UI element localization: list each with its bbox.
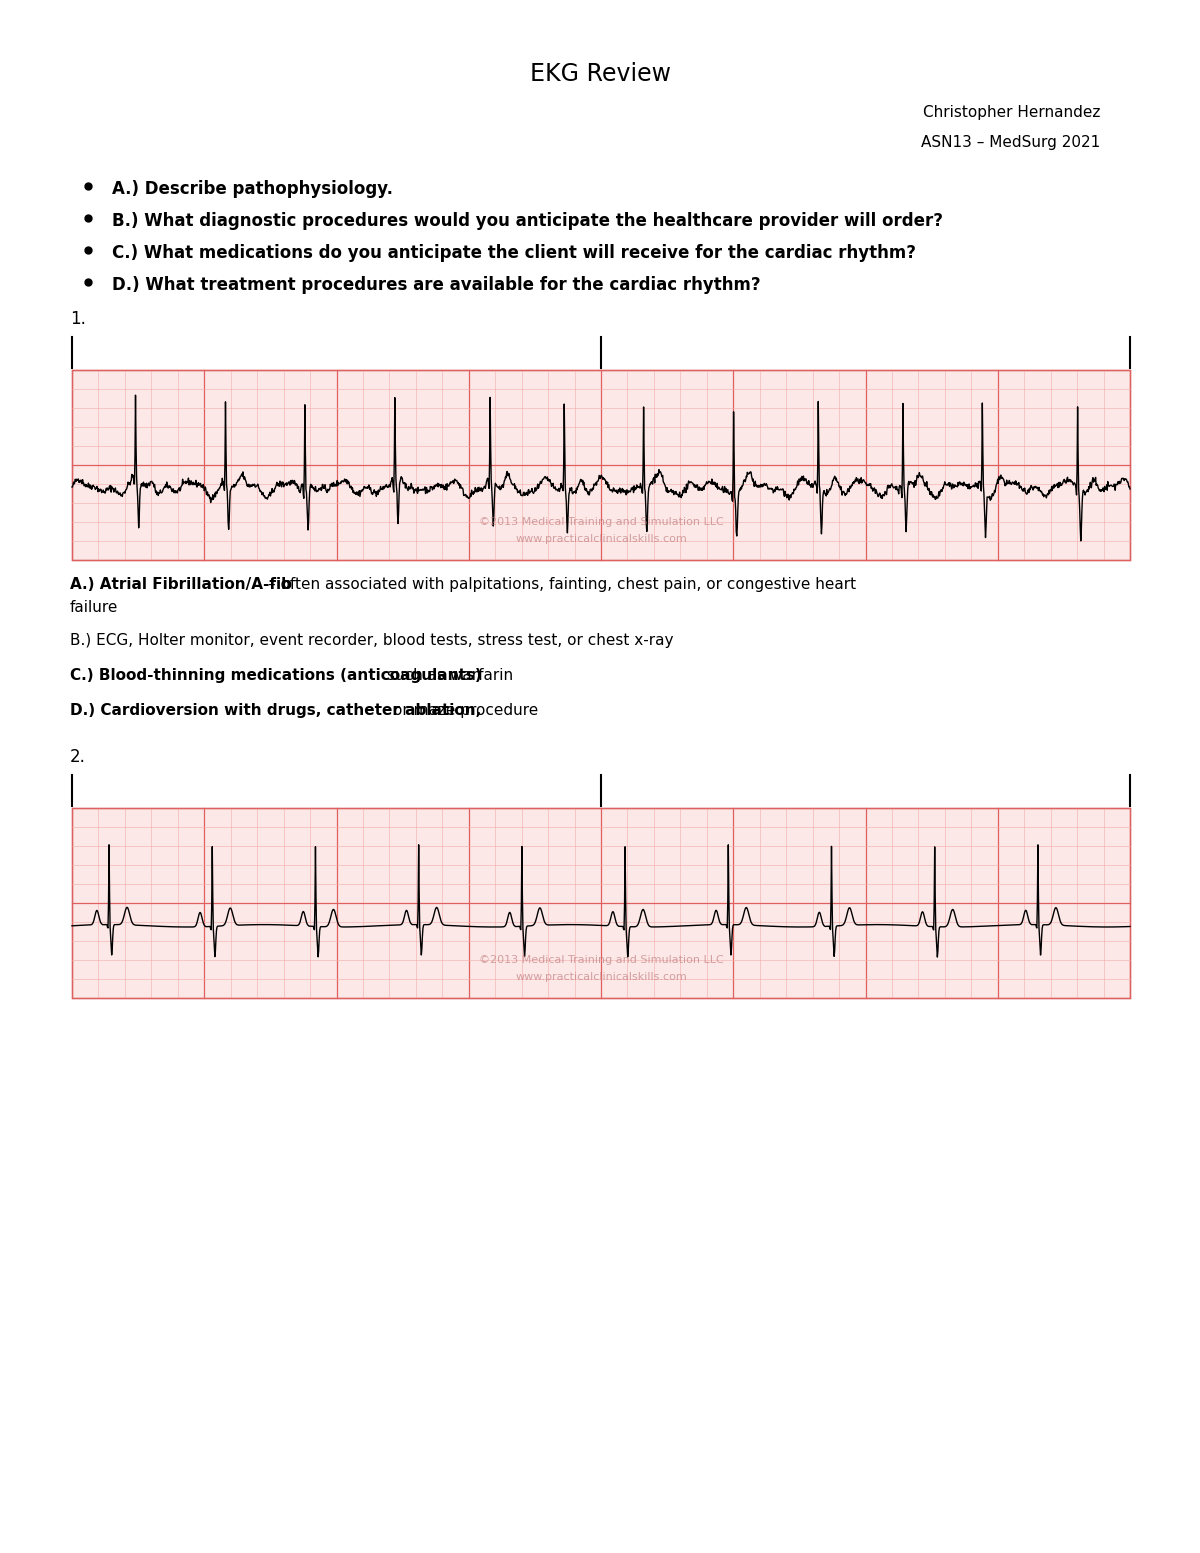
Text: B.) What diagnostic procedures would you anticipate the healthcare provider will: B.) What diagnostic procedures would you… <box>112 213 943 230</box>
Text: A.) Atrial Fibrillation/A-fib: A.) Atrial Fibrillation/A-fib <box>70 578 298 592</box>
Text: A.) Describe pathophysiology.: A.) Describe pathophysiology. <box>112 180 394 197</box>
Bar <box>72 808 1130 999</box>
Text: Christopher Hernandez: Christopher Hernandez <box>923 106 1100 120</box>
Text: B.) ECG, Holter monitor, event recorder, blood tests, stress test, or chest x-ra: B.) ECG, Holter monitor, event recorder,… <box>70 634 673 648</box>
Text: ©2013 Medical Training and Simulation LLC: ©2013 Medical Training and Simulation LL… <box>479 517 724 526</box>
Text: failure: failure <box>70 599 119 615</box>
Text: www.practicalclinicalskills.com: www.practicalclinicalskills.com <box>515 534 686 544</box>
Text: 1.: 1. <box>70 311 86 328</box>
Text: D.) Cardioversion with drugs, catheter ablation,: D.) Cardioversion with drugs, catheter a… <box>70 704 486 717</box>
Text: D.) What treatment procedures are available for the cardiac rhythm?: D.) What treatment procedures are availa… <box>112 276 761 294</box>
Text: C.) Blood-thinning medications (anticoagulants): C.) Blood-thinning medications (anticoag… <box>70 668 487 683</box>
Text: 2.: 2. <box>70 749 86 766</box>
Text: ©2013 Medical Training and Simulation LLC: ©2013 Medical Training and Simulation LL… <box>479 955 724 964</box>
Text: ASN13 – MedSurg 2021: ASN13 – MedSurg 2021 <box>920 135 1100 151</box>
Text: EKG Review: EKG Review <box>529 62 671 85</box>
Bar <box>72 370 1130 561</box>
Text: www.practicalclinicalskills.com: www.practicalclinicalskills.com <box>515 972 686 981</box>
Text: – often associated with palpitations, fainting, chest pain, or congestive heart: – often associated with palpitations, fa… <box>268 578 856 592</box>
Text: or maze procedure: or maze procedure <box>394 704 539 717</box>
Text: C.) What medications do you anticipate the client will receive for the cardiac r: C.) What medications do you anticipate t… <box>112 244 916 262</box>
Text: such as warfarin: such as warfarin <box>386 668 512 683</box>
